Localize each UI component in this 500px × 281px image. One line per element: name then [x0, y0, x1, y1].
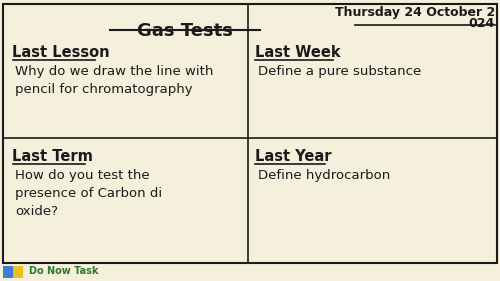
- Text: Last Term: Last Term: [12, 149, 94, 164]
- Text: Last Lesson: Last Lesson: [12, 45, 110, 60]
- Text: Gas Tests: Gas Tests: [137, 22, 233, 40]
- Text: Define hydrocarbon: Define hydrocarbon: [258, 169, 390, 182]
- Text: 024: 024: [469, 17, 495, 30]
- Text: Define a pure substance: Define a pure substance: [258, 65, 421, 78]
- Text: Thursday 24 October 2: Thursday 24 October 2: [335, 6, 495, 19]
- Text: Do Now Task: Do Now Task: [29, 266, 98, 276]
- Bar: [12, 266, 22, 278]
- Text: Why do we draw the line with
pencil for chromatography: Why do we draw the line with pencil for …: [15, 65, 214, 96]
- Text: Last Year: Last Year: [255, 149, 332, 164]
- Bar: [2, 266, 12, 278]
- Text: Last Week: Last Week: [255, 45, 340, 60]
- Text: How do you test the
presence of Carbon di
oxide?: How do you test the presence of Carbon d…: [15, 169, 162, 217]
